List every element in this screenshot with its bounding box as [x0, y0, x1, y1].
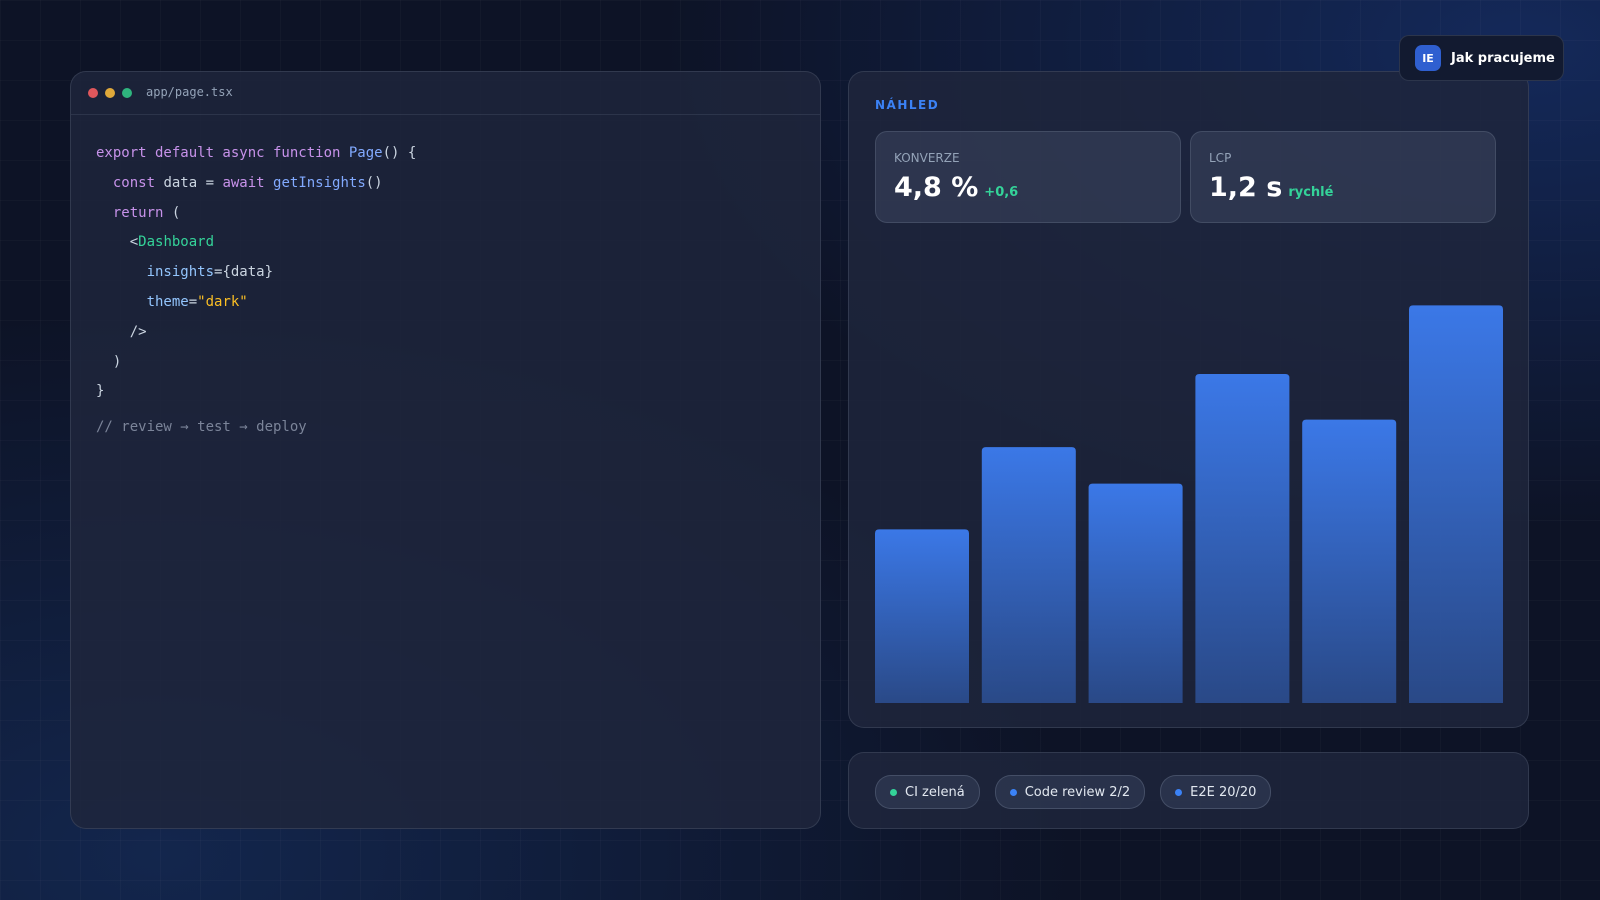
editor-titlebar: app/page.tsx [71, 72, 820, 115]
button-label[interactable]: Jak pracujeme [1451, 50, 1555, 66]
kpi-number: 4,8 % [894, 172, 979, 203]
code-line: theme="dark" [96, 291, 416, 321]
bar [1195, 373, 1290, 703]
code-token: insights [96, 264, 215, 281]
bar [1302, 419, 1397, 703]
nav-button[interactable]: IE Jak pracujeme [1399, 35, 1564, 81]
window-dot [88, 88, 98, 98]
status-chip: Code review 2/2 [994, 775, 1146, 809]
code-token: Dashboard [138, 234, 215, 251]
code-line: } [96, 380, 416, 410]
file-name: app/page.tsx [146, 85, 233, 99]
code-line: ) [96, 351, 416, 381]
code-token: = [188, 293, 198, 310]
code-token: ( [163, 204, 181, 221]
code-token: ) [96, 353, 122, 370]
code-line: return ( [96, 202, 416, 232]
section-label: NÁHLED [875, 98, 940, 112]
status-chip: CI zelená [875, 775, 980, 809]
status-text: E2E 20/20 [1190, 784, 1257, 800]
code-token: () { [382, 145, 417, 161]
code-line: /> [96, 321, 416, 351]
status-dot [1009, 788, 1017, 796]
bar [981, 447, 1076, 703]
kpi-label: LCP [1209, 151, 1232, 165]
code-token: < [96, 234, 139, 251]
bar-chart [875, 305, 1503, 703]
code: export default async function Page() { c… [96, 142, 416, 435]
code-token: return [96, 204, 164, 221]
status-text: Code review 2/2 [1024, 784, 1131, 800]
code-comment: // review → test → deploy [96, 419, 307, 436]
code-line: export default async function Page() { [96, 142, 416, 172]
window-dot [105, 88, 115, 98]
code-line: insights={data} [96, 261, 416, 291]
code-editor: app/page.tsx export default async functi… [70, 71, 821, 829]
kpi-card: LCP 1,2 s rychlé [1190, 131, 1496, 223]
status-dot [1175, 788, 1183, 796]
code-token: await [222, 174, 274, 191]
kpi-number: 1,2 s [1209, 172, 1283, 203]
window-dot [122, 88, 132, 98]
bar [1088, 483, 1183, 703]
code-token: Page [348, 145, 383, 161]
bar [875, 529, 969, 703]
kpi-note: rychlé [1288, 185, 1334, 200]
kpi-note: +0,6 [984, 185, 1019, 200]
code-token: /> [96, 323, 147, 340]
code-token: ={data} [214, 264, 274, 281]
status-panel: CI zelená Code review 2/2 E2E 20/20 [848, 752, 1529, 829]
code-line: <Dashboard [96, 231, 416, 261]
code-token: "dark" [197, 293, 248, 310]
code-token: theme [96, 293, 189, 310]
kpi-card: KONVERZE 4,8 % +0,6 [875, 131, 1181, 223]
kpi-value: 4,8 % +0,6 [894, 172, 1018, 203]
kpi-label: KONVERZE [894, 151, 960, 165]
bar [1409, 305, 1503, 703]
status-text: CI zelená [905, 784, 965, 800]
code-token: data = [155, 174, 223, 191]
preview-panel: NÁHLED KONVERZE 4,8 % +0,6 LCP 1,2 s rychlé [848, 71, 1529, 728]
code-token: getInsights [273, 174, 366, 191]
code-token: const [96, 174, 156, 191]
kpi-value: 1,2 s rychlé [1209, 172, 1333, 203]
status-dot [890, 788, 897, 796]
status-chip: E2E 20/20 [1160, 775, 1272, 809]
code-token: () [365, 174, 383, 191]
logo-badge: IE [1415, 45, 1441, 71]
code-token: } [96, 383, 105, 400]
code-line: const data = await getInsights() [96, 172, 416, 202]
code-token: export default async function [96, 145, 349, 161]
